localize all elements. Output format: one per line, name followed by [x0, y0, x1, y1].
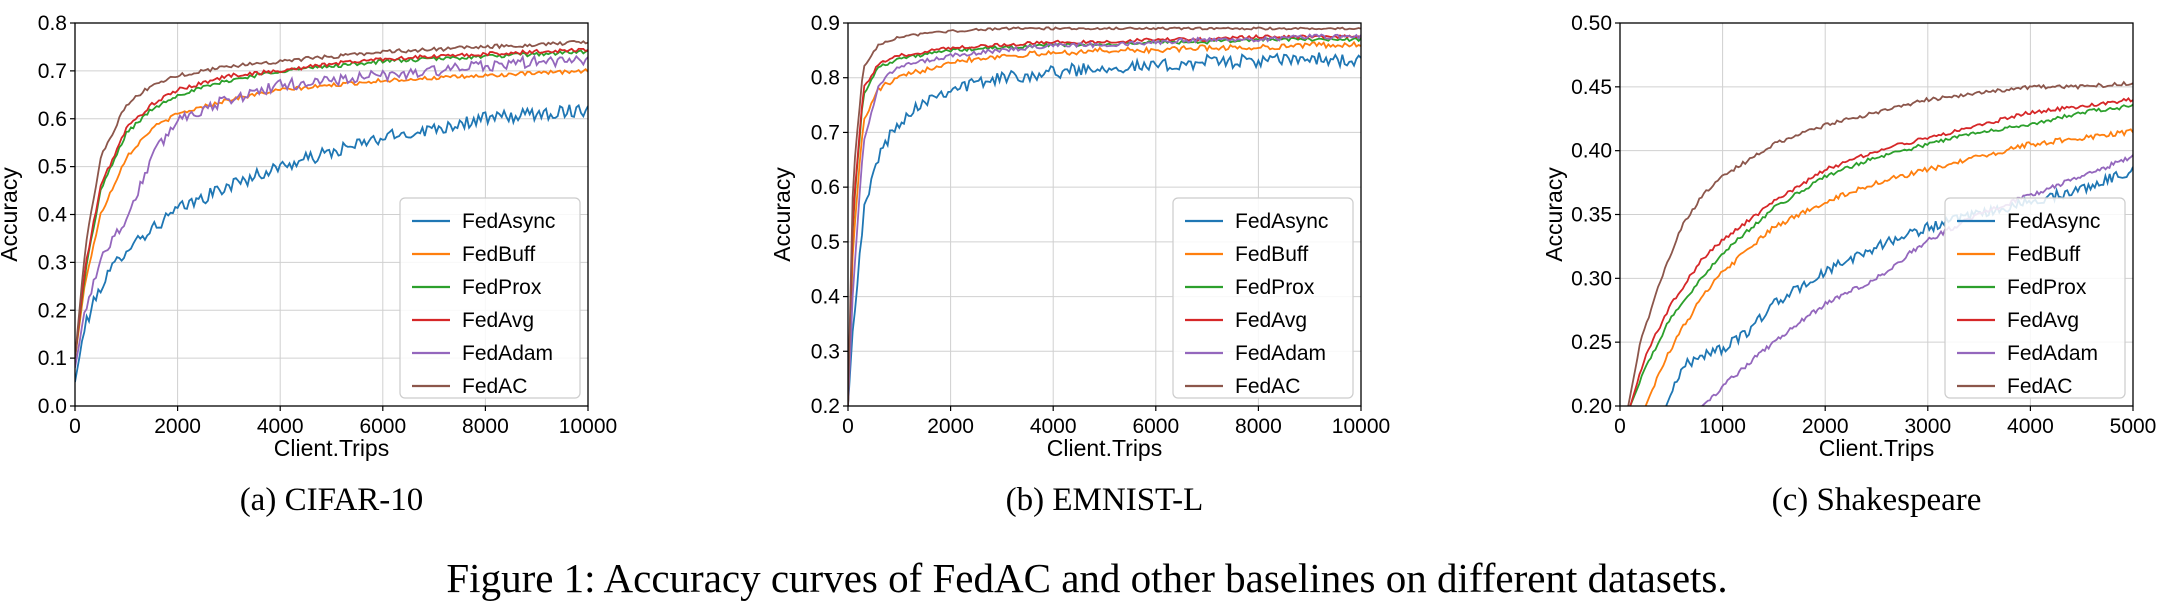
series-line-fedac — [75, 40, 588, 359]
series-line-fedadam — [848, 33, 1361, 406]
x-tick-label: 8000 — [1235, 415, 1282, 438]
legend-box — [1944, 197, 2126, 399]
legend-label-fedac: FedAC — [1235, 375, 1300, 398]
y-tick-label: 0.20 — [1571, 395, 1612, 418]
y-tick-label: 0.5 — [811, 231, 840, 254]
legend-label-fedadam: FedAdam — [1235, 342, 1326, 365]
series-line-fedprox — [1629, 103, 2133, 406]
y-tick-label: 0.7 — [811, 121, 840, 144]
y-tick-label: 0.2 — [38, 299, 67, 322]
series-line-fedadam — [75, 54, 588, 368]
legend-label-fedavg: FedAvg — [1235, 309, 1307, 332]
y-tick-label: 0.2 — [811, 395, 840, 418]
y-tick-label: 0.8 — [811, 67, 840, 90]
x-tick-label: 4000 — [1030, 415, 1077, 438]
legend-label-fedavg: FedAvg — [2007, 309, 2079, 332]
subfigure-caption: (c) Shakespeare — [1772, 482, 1982, 518]
x-tick-label: 2000 — [927, 415, 974, 438]
legend: FedAsync FedBuff FedProx FedAvg FedAdam FedAC — [399, 197, 581, 399]
plot-frame — [847, 22, 1362, 407]
y-tick-label: 0.25 — [1571, 331, 1612, 354]
y-tick-label: 0.40 — [1571, 140, 1612, 163]
x-tick-label: 1000 — [1699, 415, 1746, 438]
x-tick-label: 6000 — [1132, 415, 1179, 438]
y-tick-label: 0.45 — [1571, 76, 1612, 99]
x-tick-label: 5000 — [2110, 415, 2157, 438]
y-tick-label: 0.6 — [811, 176, 840, 199]
x-axis-label: Client.Trips — [274, 435, 389, 461]
series-line-fedavg — [1629, 96, 2133, 406]
series-line-fedac — [848, 26, 1361, 406]
legend-label-fedprox: FedProx — [462, 276, 542, 299]
x-tick-label: 8000 — [462, 415, 509, 438]
y-axis-label: Accuracy — [769, 167, 795, 262]
series-line-fedac — [1627, 80, 2133, 406]
series-line-fedasync — [848, 52, 1361, 406]
x-tick-label: 10000 — [559, 415, 617, 438]
series-line-fedavg — [75, 47, 588, 359]
x-tick-label: 4000 — [257, 415, 304, 438]
legend-label-fedbuff: FedBuff — [1235, 243, 1308, 266]
series-line-fedbuff — [75, 67, 588, 359]
legend-label-fedavg: FedAvg — [462, 309, 534, 332]
x-tick-label: 4000 — [2007, 415, 2054, 438]
subfigure-caption: (b) EMNIST-L — [1006, 482, 1204, 518]
chart-panel-2: 0 2000 4000 6000 8000 10000 0.2 0.3 0.4 0.5 0.6 0.7… — [769, 12, 1390, 518]
legend-label-fedasync: FedAsync — [1235, 210, 1328, 233]
legend-box — [399, 197, 581, 399]
legend-label-fedac: FedAC — [462, 375, 527, 398]
y-tick-label: 0.35 — [1571, 204, 1612, 227]
x-tick-label: 2000 — [154, 415, 201, 438]
legend-label-fedac: FedAC — [2007, 375, 2072, 398]
x-axis-label: Client.Trips — [1819, 435, 1934, 461]
x-tick-label: 3000 — [1904, 415, 1951, 438]
legend: FedAsync FedBuff FedProx FedAvg FedAdam FedAC — [1944, 197, 2126, 399]
y-tick-label: 0.4 — [811, 286, 841, 309]
y-axis-label: Accuracy — [1541, 167, 1567, 262]
x-tick-label: 0 — [842, 415, 854, 438]
legend-label-fedprox: FedProx — [2007, 276, 2087, 299]
y-tick-label: 0.6 — [38, 108, 67, 131]
series-line-fedbuff — [1644, 128, 2133, 406]
y-tick-label: 0.9 — [811, 12, 840, 35]
x-axis-label: Client.Trips — [1047, 435, 1162, 461]
y-tick-label: 0.7 — [38, 60, 67, 83]
legend-label-fedasync: FedAsync — [2007, 210, 2100, 233]
legend-label-fedasync: FedAsync — [462, 210, 555, 233]
y-tick-label: 0.0 — [38, 395, 67, 418]
y-tick-label: 0.30 — [1571, 267, 1612, 290]
y-tick-label: 0.3 — [811, 340, 840, 363]
figure-caption: Figure 1: Accuracy curves of FedAC and o… — [446, 555, 1727, 601]
y-tick-label: 0.1 — [38, 347, 67, 370]
x-tick-label: 10000 — [1332, 415, 1390, 438]
series-line-fedasync — [75, 103, 588, 383]
x-tick-label: 0 — [69, 415, 81, 438]
legend-label-fedbuff: FedBuff — [2007, 243, 2080, 266]
y-axis-label: Accuracy — [0, 167, 22, 262]
x-tick-label: 0 — [1614, 415, 1626, 438]
legend-label-fedadam: FedAdam — [462, 342, 553, 365]
legend-label-fedadam: FedAdam — [2007, 342, 2098, 365]
chart-panel-3: 0 1000 2000 3000 4000 5000 0.20 0.25 0.30 0.35 0.4… — [1541, 12, 2156, 518]
legend: FedAsync FedBuff FedProx FedAvg FedAdam FedAC — [1172, 197, 1354, 399]
subfigure-caption: (a) CIFAR-10 — [240, 482, 424, 518]
series-line-fedadam — [1701, 154, 2133, 406]
x-tick-label: 6000 — [359, 415, 406, 438]
y-tick-label: 0.3 — [38, 251, 67, 274]
y-tick-label: 0.8 — [38, 12, 67, 35]
y-tick-label: 0.50 — [1571, 12, 1612, 35]
series-line-fedprox — [75, 49, 588, 359]
y-tick-label: 0.4 — [38, 204, 68, 227]
x-tick-label: 2000 — [1802, 415, 1849, 438]
y-tick-label: 0.5 — [38, 156, 67, 179]
legend-label-fedbuff: FedBuff — [462, 243, 535, 266]
series-line-fedasync — [1665, 166, 2133, 406]
legend-box — [1172, 197, 1354, 399]
series-line-fedbuff — [848, 40, 1361, 406]
chart-panel-1: 0 2000 4000 6000 8000 10000 0.0 0.1 0.2 0.3 0.4 0.5… — [0, 12, 617, 518]
legend-label-fedprox: FedProx — [1235, 276, 1315, 299]
